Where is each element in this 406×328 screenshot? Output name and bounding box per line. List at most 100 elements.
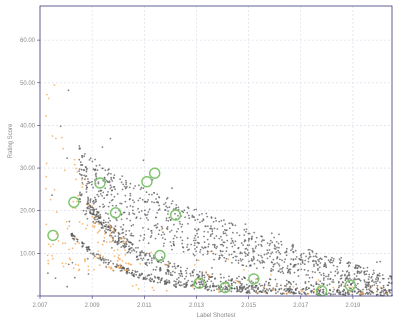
data-point bbox=[341, 293, 344, 296]
data-point bbox=[346, 292, 349, 295]
data-point bbox=[230, 242, 233, 245]
data-point bbox=[206, 238, 209, 241]
data-point bbox=[379, 260, 382, 263]
data-point bbox=[192, 253, 195, 256]
data-point bbox=[91, 253, 94, 255]
data-point bbox=[201, 273, 204, 275]
data-point bbox=[75, 167, 77, 170]
data-point bbox=[173, 280, 176, 282]
data-point bbox=[169, 272, 172, 274]
data-point bbox=[245, 283, 248, 286]
data-point bbox=[206, 253, 209, 255]
data-points bbox=[45, 84, 393, 297]
data-point bbox=[170, 202, 173, 205]
data-point bbox=[89, 212, 92, 215]
data-point bbox=[382, 291, 385, 293]
data-point bbox=[278, 251, 280, 254]
data-point bbox=[289, 287, 291, 290]
data-point bbox=[157, 278, 160, 281]
data-point bbox=[110, 240, 113, 243]
data-point bbox=[279, 268, 281, 270]
data-point bbox=[269, 270, 272, 272]
data-point bbox=[276, 256, 279, 259]
data-point bbox=[128, 213, 131, 216]
data-point bbox=[265, 253, 268, 255]
data-point bbox=[170, 244, 173, 247]
data-point bbox=[131, 250, 133, 252]
data-point bbox=[336, 265, 339, 268]
data-point bbox=[162, 260, 165, 263]
data-point bbox=[167, 260, 170, 263]
data-point bbox=[125, 245, 128, 248]
data-point bbox=[285, 254, 288, 257]
data-point bbox=[101, 167, 104, 170]
data-point bbox=[125, 262, 127, 264]
data-point bbox=[194, 239, 197, 242]
data-point bbox=[318, 271, 321, 274]
data-point bbox=[80, 168, 83, 171]
data-point bbox=[286, 267, 289, 270]
data-point bbox=[262, 266, 265, 269]
data-point bbox=[200, 281, 203, 284]
data-point bbox=[254, 247, 257, 249]
data-point bbox=[108, 266, 110, 268]
data-point bbox=[301, 259, 304, 262]
data-point bbox=[78, 221, 81, 223]
data-point bbox=[151, 201, 153, 203]
data-point bbox=[246, 244, 249, 247]
y-tick-label: 60.00 bbox=[20, 38, 36, 44]
data-point bbox=[226, 239, 229, 242]
data-point bbox=[121, 175, 124, 178]
data-point bbox=[276, 285, 279, 288]
data-point bbox=[230, 279, 233, 282]
data-point bbox=[85, 210, 88, 212]
data-point bbox=[122, 183, 125, 186]
data-point bbox=[128, 248, 131, 251]
data-point bbox=[375, 282, 378, 285]
data-point bbox=[119, 270, 122, 272]
data-point bbox=[334, 270, 337, 273]
data-point bbox=[235, 259, 237, 262]
data-point bbox=[389, 291, 391, 294]
data-point bbox=[308, 253, 311, 256]
data-point bbox=[91, 224, 94, 227]
data-point bbox=[320, 258, 323, 261]
data-point bbox=[118, 254, 120, 256]
data-point bbox=[250, 288, 253, 290]
data-point bbox=[81, 177, 84, 180]
data-point bbox=[353, 290, 356, 292]
data-point bbox=[224, 260, 227, 263]
data-point bbox=[205, 271, 208, 273]
data-point bbox=[300, 288, 302, 291]
data-point bbox=[232, 241, 235, 244]
data-point bbox=[85, 175, 88, 177]
data-point bbox=[110, 173, 112, 175]
data-point bbox=[284, 251, 286, 254]
data-point bbox=[193, 216, 196, 219]
data-point bbox=[94, 255, 96, 258]
data-point bbox=[120, 246, 123, 249]
data-point bbox=[107, 213, 109, 215]
data-point bbox=[117, 256, 119, 259]
data-point bbox=[86, 201, 89, 203]
data-point bbox=[274, 278, 277, 281]
data-point bbox=[76, 238, 79, 241]
data-point bbox=[327, 275, 330, 278]
data-point bbox=[178, 272, 181, 275]
data-point bbox=[107, 217, 110, 220]
data-point bbox=[307, 293, 310, 295]
data-point bbox=[322, 288, 324, 291]
data-point bbox=[110, 178, 113, 181]
data-point bbox=[132, 224, 135, 226]
data-point bbox=[243, 234, 246, 237]
data-point bbox=[151, 261, 153, 264]
data-point bbox=[95, 253, 98, 256]
data-point bbox=[156, 201, 159, 203]
data-point bbox=[152, 256, 155, 258]
data-point bbox=[92, 202, 95, 205]
data-point bbox=[77, 194, 79, 197]
data-point bbox=[284, 258, 287, 261]
data-point bbox=[72, 267, 75, 269]
data-point bbox=[295, 292, 297, 295]
data-point bbox=[139, 262, 142, 265]
